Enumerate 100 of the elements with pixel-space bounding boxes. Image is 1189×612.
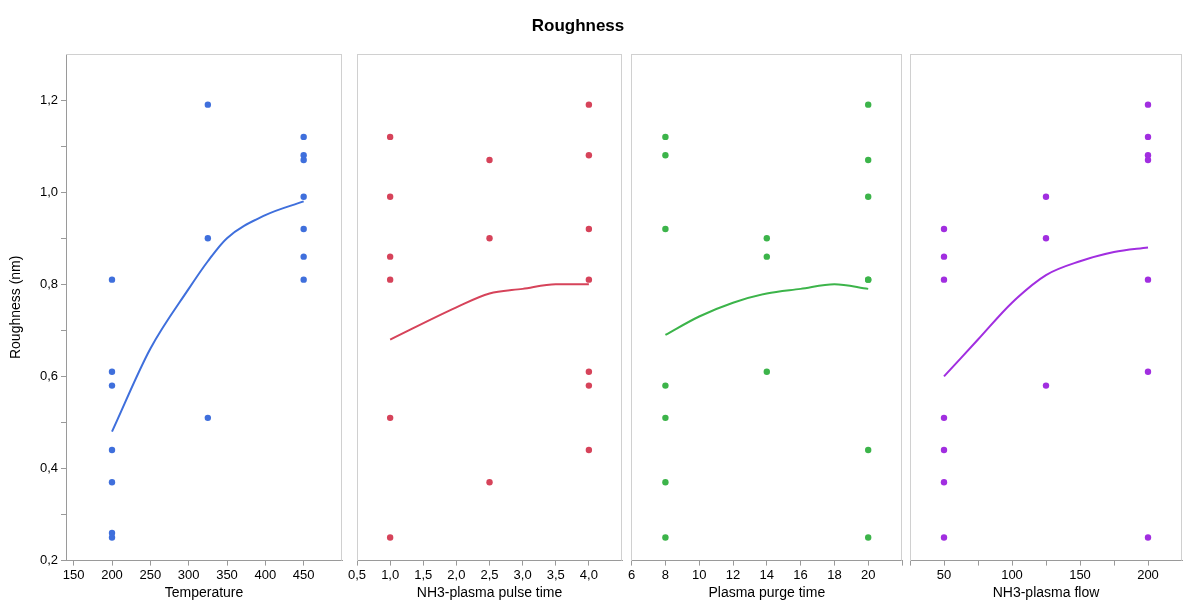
point bbox=[763, 368, 771, 375]
x-tick-label: 20 bbox=[860, 566, 876, 582]
x-tick-label: 150 bbox=[1069, 566, 1091, 582]
x-tick-label: 400 bbox=[254, 566, 277, 582]
point bbox=[204, 101, 212, 108]
point bbox=[763, 235, 771, 242]
x-tick-label: 1,5 bbox=[414, 566, 433, 582]
x-tick-label: 16 bbox=[793, 566, 808, 582]
x-tick-label: 200 bbox=[101, 566, 123, 582]
point bbox=[940, 225, 948, 233]
point bbox=[204, 235, 212, 242]
point bbox=[585, 225, 593, 233]
point bbox=[865, 446, 872, 454]
point bbox=[108, 479, 116, 486]
point bbox=[940, 276, 948, 283]
x-axis-title: NH3-plasma pulse time bbox=[416, 584, 563, 601]
point bbox=[865, 193, 872, 200]
point bbox=[300, 225, 307, 233]
x-tick-label: 10 bbox=[691, 566, 707, 582]
x-tick-label: 250 bbox=[139, 566, 162, 582]
point bbox=[386, 193, 394, 200]
point bbox=[300, 193, 307, 200]
x-tick-label: 2,0 bbox=[447, 566, 466, 582]
point bbox=[108, 529, 116, 537]
point bbox=[386, 133, 394, 141]
point bbox=[1144, 156, 1152, 164]
point bbox=[1144, 534, 1152, 541]
point bbox=[486, 479, 493, 486]
point bbox=[662, 414, 669, 422]
y-tick-label: 1,2 bbox=[39, 91, 58, 107]
point bbox=[386, 534, 394, 541]
point bbox=[300, 253, 307, 260]
x-tick-label: 14 bbox=[759, 566, 775, 582]
point bbox=[386, 276, 394, 283]
point bbox=[108, 368, 116, 375]
x-tick-label: 150 bbox=[62, 566, 85, 582]
point bbox=[763, 253, 771, 260]
x-tick-label: 6 bbox=[628, 566, 636, 582]
point bbox=[940, 446, 948, 454]
point bbox=[1144, 101, 1152, 108]
point bbox=[662, 133, 669, 141]
x-tick-label: 200 bbox=[1137, 566, 1159, 582]
point bbox=[1042, 382, 1050, 389]
y-tick-label: 0,2 bbox=[39, 552, 58, 568]
x-tick-label: 8 bbox=[661, 566, 670, 582]
point bbox=[940, 253, 948, 260]
point bbox=[662, 534, 669, 541]
x-tick-label: 300 bbox=[177, 566, 200, 582]
point bbox=[662, 152, 669, 159]
x-tick-label: 50 bbox=[936, 566, 952, 582]
point bbox=[940, 479, 948, 486]
point bbox=[585, 276, 593, 283]
point bbox=[865, 156, 872, 164]
point bbox=[865, 534, 872, 541]
point bbox=[300, 276, 307, 283]
point bbox=[486, 156, 493, 164]
point bbox=[300, 156, 307, 164]
point bbox=[386, 253, 394, 260]
x-tick-label: 350 bbox=[216, 566, 238, 582]
point bbox=[940, 534, 948, 541]
point bbox=[108, 446, 116, 454]
point bbox=[1042, 235, 1050, 242]
chart-title: Roughness bbox=[531, 16, 625, 36]
x-tick-label: 3,0 bbox=[513, 566, 532, 582]
x-axis-title: Temperature bbox=[164, 584, 244, 601]
point bbox=[108, 382, 116, 389]
x-tick-label: 1,0 bbox=[381, 566, 400, 582]
point bbox=[386, 414, 394, 422]
point bbox=[1144, 133, 1152, 141]
x-tick-label: 2,5 bbox=[480, 566, 499, 582]
y-axis-title: Roughness (nm) bbox=[7, 255, 24, 360]
x-tick-label: 450 bbox=[292, 566, 315, 582]
point bbox=[865, 101, 872, 108]
y-tick-label: 0,8 bbox=[39, 275, 58, 291]
y-tick-label: 0,4 bbox=[39, 460, 58, 476]
point bbox=[1144, 276, 1152, 283]
point bbox=[1042, 193, 1050, 200]
point bbox=[662, 479, 669, 486]
point bbox=[585, 382, 593, 389]
point bbox=[1144, 368, 1152, 375]
x-tick-label: 12 bbox=[725, 566, 741, 582]
point bbox=[585, 152, 593, 159]
x-tick-label: 18 bbox=[827, 566, 842, 582]
x-axis-title: Plasma purge time bbox=[708, 584, 826, 601]
point bbox=[300, 133, 307, 141]
x-tick-label: 3,5 bbox=[546, 566, 565, 582]
y-tick-label: 1,0 bbox=[39, 183, 58, 199]
y-tick-label: 0,6 bbox=[39, 367, 58, 383]
x-tick-label: 0,5 bbox=[348, 566, 367, 582]
point bbox=[108, 276, 116, 283]
x-axis-title: NH3-plasma flow bbox=[992, 584, 1101, 601]
x-tick-label: 4,0 bbox=[579, 566, 598, 582]
point bbox=[662, 225, 669, 233]
x-tick-label: 100 bbox=[1001, 566, 1023, 582]
point bbox=[662, 382, 669, 389]
point bbox=[940, 414, 948, 422]
point bbox=[585, 368, 593, 375]
point bbox=[585, 101, 593, 108]
point bbox=[585, 446, 593, 454]
point bbox=[204, 414, 212, 422]
